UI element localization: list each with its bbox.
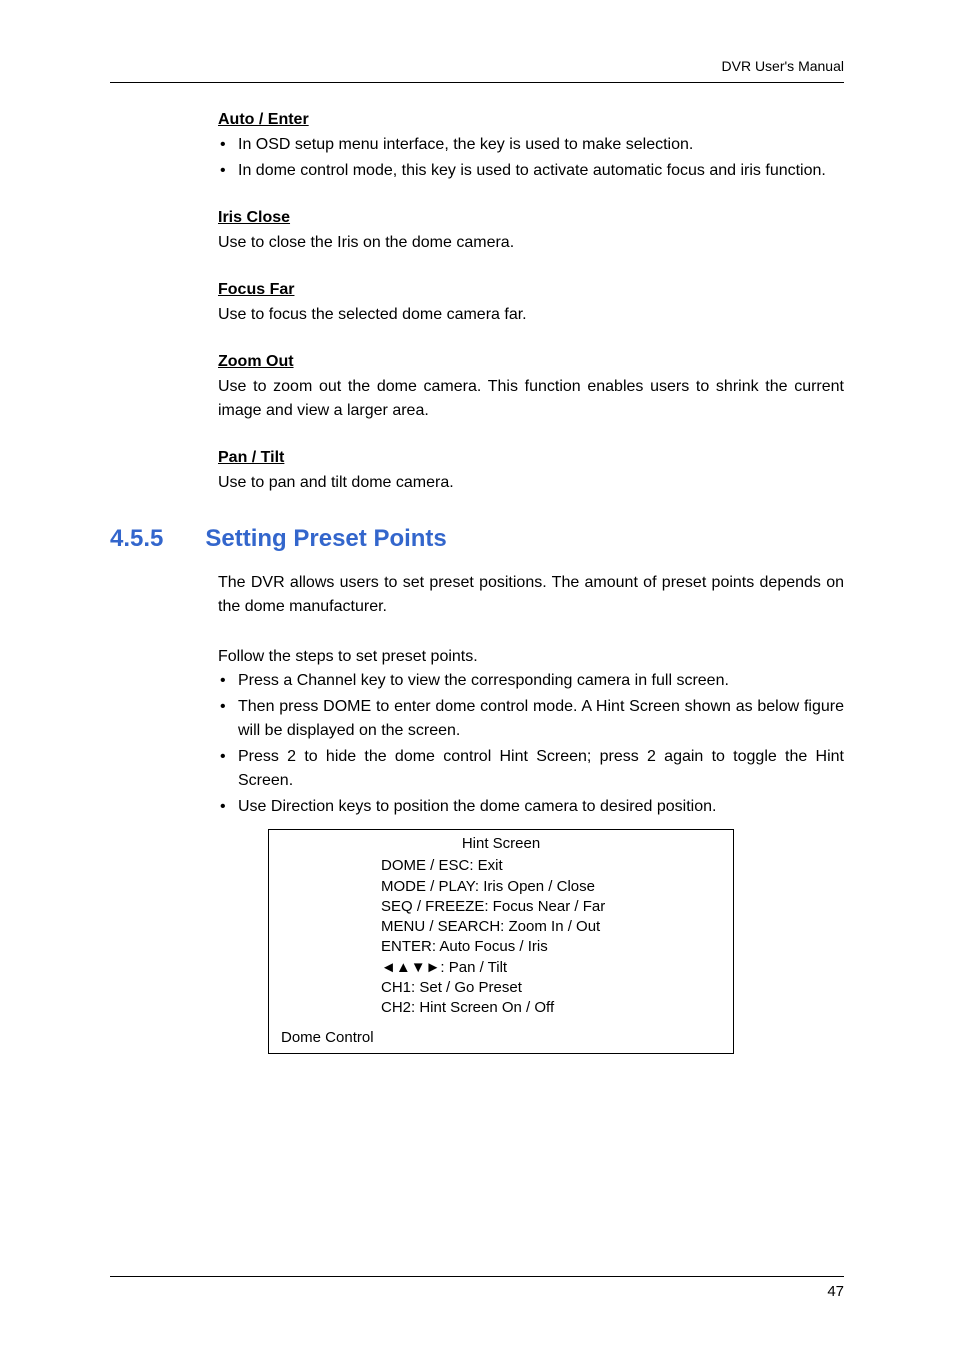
- hint-line: ENTER: Auto Focus / Iris: [381, 937, 721, 957]
- hint-line: MODE / PLAY: Iris Open / Close: [381, 877, 721, 897]
- body-pan-tilt: Use to pan and tilt dome camera.: [218, 471, 844, 495]
- hint-line: DOME / ESC: Exit: [381, 856, 721, 876]
- page-number: 47: [827, 1283, 844, 1300]
- heading-auto-enter: Auto / Enter: [218, 111, 844, 129]
- hint-lines: DOME / ESC: Exit MODE / PLAY: Iris Open …: [281, 856, 721, 1018]
- heading-zoom-out: Zoom Out: [218, 353, 844, 371]
- hint-title: Hint Screen: [281, 834, 721, 854]
- bullet-item: Then press DOME to enter dome control mo…: [218, 695, 844, 743]
- section-number-heading: 4.5.5 Setting Preset Points: [110, 525, 844, 553]
- preset-intro: The DVR allows users to set preset posit…: [218, 571, 844, 619]
- hint-line: CH1: Set / Go Preset: [381, 978, 721, 998]
- bullet-item: Press 2 to hide the dome control Hint Sc…: [218, 745, 844, 793]
- section-iris-close: Iris Close Use to close the Iris on the …: [218, 209, 844, 255]
- hint-footer: Dome Control: [281, 1028, 721, 1048]
- body-focus-far: Use to focus the selected dome camera fa…: [218, 303, 844, 327]
- bullet-item: In OSD setup menu interface, the key is …: [218, 133, 844, 157]
- hint-screen-box: Hint Screen DOME / ESC: Exit MODE / PLAY…: [268, 829, 734, 1054]
- bullet-item: Press a Channel key to view the correspo…: [218, 669, 844, 693]
- page-header: DVR User's Manual: [110, 58, 844, 83]
- header-text: DVR User's Manual: [722, 58, 845, 74]
- body-iris-close: Use to close the Iris on the dome camera…: [218, 231, 844, 255]
- heading-iris-close: Iris Close: [218, 209, 844, 227]
- hint-line: CH2: Hint Screen On / Off: [381, 998, 721, 1018]
- bullets-auto-enter: In OSD setup menu interface, the key is …: [218, 133, 844, 183]
- hint-line: SEQ / FREEZE: Focus Near / Far: [381, 897, 721, 917]
- section-pan-tilt: Pan / Tilt Use to pan and tilt dome came…: [218, 449, 844, 495]
- hint-line: ◄▲▼►: Pan / Tilt: [381, 958, 721, 978]
- page-container: DVR User's Manual Auto / Enter In OSD se…: [0, 0, 954, 1094]
- content-2: The DVR allows users to set preset posit…: [110, 571, 844, 1054]
- preset-bullets: Press a Channel key to view the correspo…: [218, 669, 844, 819]
- section-zoom-out: Zoom Out Use to zoom out the dome camera…: [218, 353, 844, 423]
- bullet-item: Use Direction keys to position the dome …: [218, 795, 844, 819]
- heading-pan-tilt: Pan / Tilt: [218, 449, 844, 467]
- bullet-item: In dome control mode, this key is used t…: [218, 159, 844, 183]
- hint-line: MENU / SEARCH: Zoom In / Out: [381, 917, 721, 937]
- section-title: Setting Preset Points: [205, 525, 446, 553]
- content: Auto / Enter In OSD setup menu interface…: [110, 111, 844, 495]
- section-number: 4.5.5: [110, 525, 163, 553]
- body-zoom-out: Use to zoom out the dome camera. This fu…: [218, 375, 844, 423]
- section-focus-far: Focus Far Use to focus the selected dome…: [218, 281, 844, 327]
- heading-focus-far: Focus Far: [218, 281, 844, 299]
- section-auto-enter: Auto / Enter In OSD setup menu interface…: [218, 111, 844, 183]
- preset-lead: Follow the steps to set preset points.: [218, 645, 844, 669]
- page-footer: 47: [110, 1276, 844, 1300]
